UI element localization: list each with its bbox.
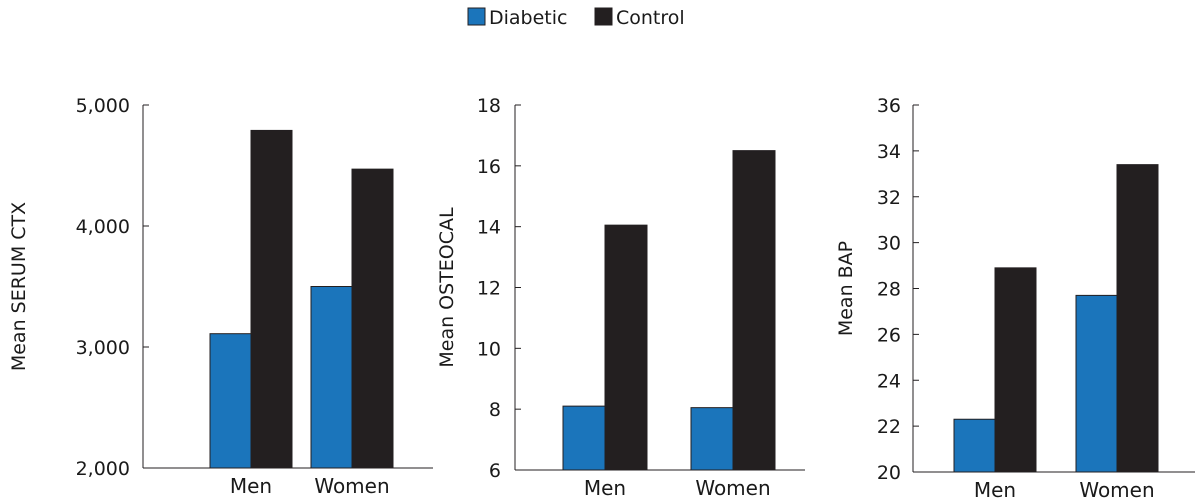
y-tick-label: 36 [877,95,901,117]
y-tick-label: 34 [877,141,901,163]
bar-diabetic-women [310,286,353,469]
bar-control-men [994,267,1037,473]
x-tick-label-men: Men [584,476,626,500]
y-tick-label: 24 [877,370,901,392]
bar-diabetic-women [690,407,734,471]
legend: Diabetic Control [467,7,685,29]
y-tick-label: 2,000 [76,458,130,480]
chart-panel-2: Men Women 6 8 10 12 14 16 18 Mean OSTEOCAL [436,95,805,500]
bar-diabetic-women [1075,294,1118,473]
y-tick-label: 5,000 [76,95,130,117]
bar-diabetic-men [209,333,252,469]
bar-control-women [1116,164,1159,473]
x-tick-label-men: Men [974,478,1016,500]
y-axis-title: Mean BAP [835,241,857,336]
y-tick-label: 18 [477,95,501,117]
y-tick-label: 10 [477,338,501,360]
x-tick-label-women: Women [1079,478,1154,500]
x-tick-label-women: Women [314,474,389,498]
legend-label-diabetic: Diabetic [489,7,567,29]
x-tick-label-men: Men [230,474,272,498]
y-tick-label: 3,000 [76,337,130,359]
chart-panel-3: Men Women 20 22 24 26 28 30 32 34 36 Mean BAP [835,95,1195,502]
bar-diabetic-men [953,418,996,473]
bar-diabetic-men [562,405,606,471]
bar-control-men [250,129,293,469]
y-axis-title: Mean SERUM CTX [8,202,30,371]
bar-control-women [732,150,776,471]
y-axis-title: Mean OSTEOCAL [436,207,458,368]
y-tick-label: 20 [877,462,901,484]
y-tick-label: 16 [477,156,501,178]
legend-swatch-control [594,7,613,26]
legend-label-control: Control [616,7,685,29]
legend-swatch-diabetic [467,7,486,26]
bar-control-women [351,168,394,469]
y-tick-label: 14 [477,217,501,239]
y-tick-label: 6 [489,460,501,482]
chart-panel-1: Men Women 2,000 3,000 4,000 5,000 Mean SERUM C… [8,95,433,498]
bar-control-men [604,224,648,471]
y-tick-label: 8 [489,399,501,421]
y-tick-label: 22 [877,416,901,438]
x-tick-label-women: Women [695,476,770,500]
y-tick-label: 4,000 [76,216,130,238]
y-tick-label: 30 [877,233,901,255]
y-tick-label: 26 [877,324,901,346]
y-tick-label: 12 [477,278,501,300]
y-tick-label: 32 [877,187,901,209]
y-tick-label: 28 [877,279,901,301]
